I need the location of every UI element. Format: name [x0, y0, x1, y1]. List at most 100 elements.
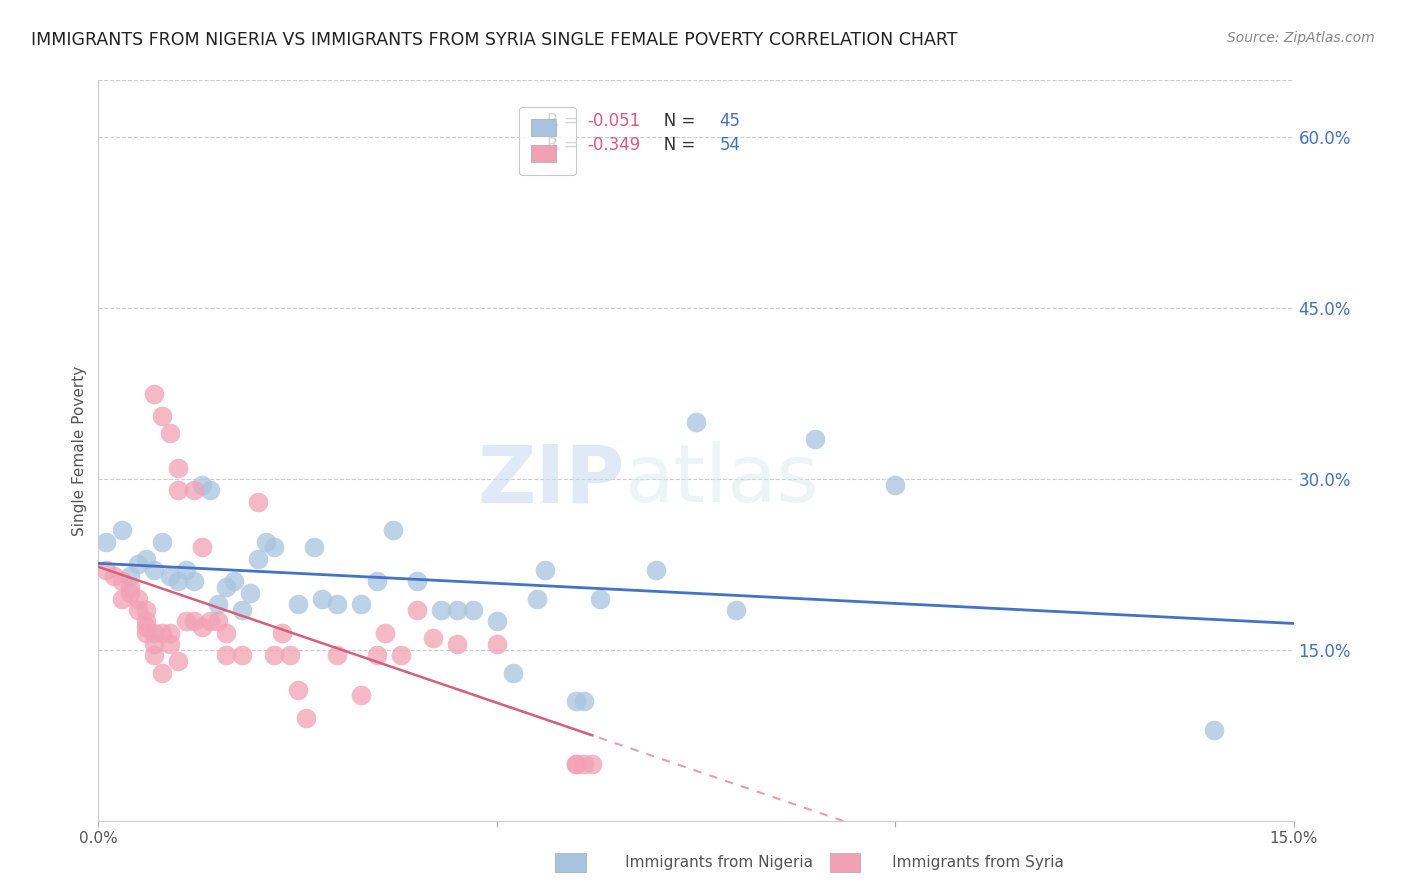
Point [294, 711, 316, 725]
Point [120, 568, 142, 582]
Point [1202, 723, 1225, 737]
Point [191, 477, 214, 491]
Text: IMMIGRANTS FROM NIGERIA VS IMMIGRANTS FROM SYRIA SINGLE FEMALE POVERTY CORRELATI: IMMIGRANTS FROM NIGERIA VS IMMIGRANTS FR… [31, 31, 957, 49]
Point [533, 563, 555, 577]
Point [127, 558, 149, 572]
Point [326, 648, 349, 663]
Point [96, 563, 118, 577]
Point [685, 415, 707, 429]
Text: 54: 54 [720, 136, 741, 154]
Point [574, 756, 596, 771]
Point [526, 591, 548, 606]
Point [96, 534, 118, 549]
Point [263, 541, 285, 555]
Point [574, 694, 596, 708]
Point [150, 534, 173, 549]
Point [215, 580, 238, 594]
Point [103, 568, 125, 582]
Point [485, 615, 508, 629]
Point [167, 574, 190, 589]
Point [207, 597, 229, 611]
Point [120, 586, 142, 600]
Point [246, 551, 269, 566]
Point [159, 625, 181, 640]
Text: 45: 45 [720, 112, 741, 130]
Point [183, 483, 205, 498]
Point [150, 409, 173, 424]
Point [150, 625, 173, 640]
Y-axis label: Single Female Poverty: Single Female Poverty [72, 366, 87, 535]
Point [198, 483, 221, 498]
Point [422, 632, 444, 646]
Text: -0.051: -0.051 [588, 112, 641, 130]
Point [565, 756, 588, 771]
Point [183, 574, 205, 589]
Point [111, 523, 134, 537]
Text: atlas: atlas [624, 441, 818, 519]
Point [231, 603, 253, 617]
Point [287, 682, 309, 697]
Point [135, 625, 157, 640]
Point [167, 460, 190, 475]
Point [159, 637, 181, 651]
Point [366, 574, 388, 589]
Point [135, 603, 157, 617]
Point [326, 597, 349, 611]
Point [302, 541, 325, 555]
Point [127, 603, 149, 617]
Point [389, 648, 412, 663]
Point [143, 648, 166, 663]
Text: Source: ZipAtlas.com: Source: ZipAtlas.com [1227, 31, 1375, 45]
Point [135, 551, 157, 566]
Point [150, 665, 173, 680]
Point [143, 563, 166, 577]
Point [446, 603, 468, 617]
Point [174, 563, 197, 577]
Point [127, 591, 149, 606]
Point [167, 654, 190, 668]
Point [231, 648, 253, 663]
Point [485, 637, 508, 651]
Point [159, 426, 181, 441]
Point [263, 648, 285, 663]
Point [270, 625, 292, 640]
Text: N =: N = [648, 112, 700, 130]
Point [135, 620, 157, 634]
Point [135, 615, 157, 629]
Point [461, 603, 484, 617]
Point [804, 432, 827, 446]
Point [382, 523, 405, 537]
Point [446, 637, 468, 651]
Point [565, 694, 588, 708]
Point [406, 574, 429, 589]
Point [366, 648, 388, 663]
Point [884, 477, 907, 491]
Text: -0.349: -0.349 [588, 136, 641, 154]
Point [111, 591, 134, 606]
Point [350, 597, 373, 611]
Text: R =: R = [547, 112, 582, 130]
Point [589, 591, 612, 606]
Text: Immigrants from Nigeria: Immigrants from Nigeria [591, 855, 813, 870]
Text: N =: N = [648, 136, 700, 154]
Point [174, 615, 197, 629]
Point [430, 603, 453, 617]
Point [350, 689, 373, 703]
Point [724, 603, 747, 617]
Point [111, 574, 134, 589]
Point [246, 494, 269, 508]
Point [406, 603, 429, 617]
Point [215, 625, 238, 640]
Point [191, 541, 214, 555]
Text: Immigrants from Syria: Immigrants from Syria [858, 855, 1063, 870]
Point [120, 580, 142, 594]
Point [581, 756, 603, 771]
Point [374, 625, 396, 640]
Text: R =: R = [547, 136, 582, 154]
Point [198, 615, 221, 629]
Point [278, 648, 301, 663]
Point [215, 648, 238, 663]
Point [207, 615, 229, 629]
Point [311, 591, 333, 606]
Legend: , : , [519, 107, 575, 175]
